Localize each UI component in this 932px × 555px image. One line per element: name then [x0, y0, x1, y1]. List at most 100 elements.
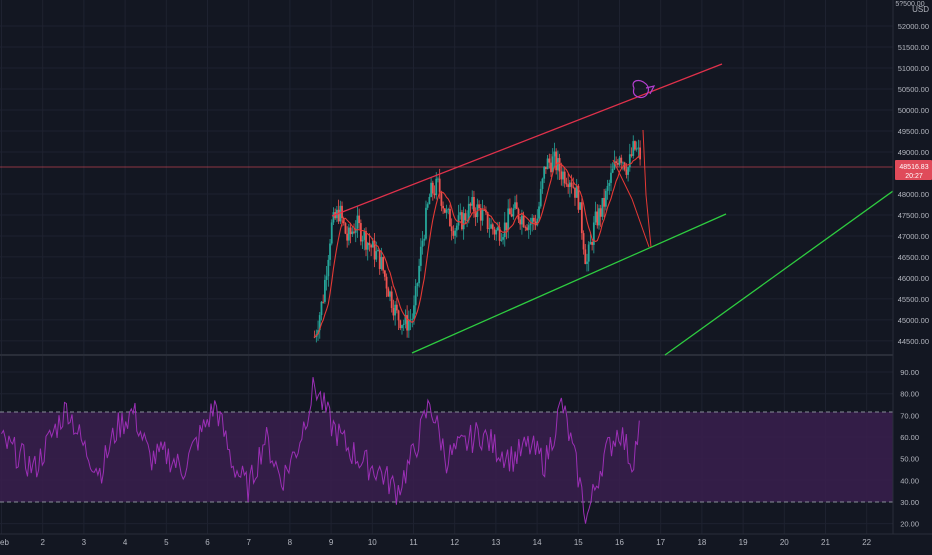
rsi-tick-label: 60.00: [900, 433, 919, 442]
candle-body: [543, 166, 546, 179]
candle-body: [323, 279, 326, 302]
candle-body: [522, 215, 525, 227]
price-panel[interactable]: [0, 63, 901, 356]
time-tick-label: 20: [780, 538, 789, 547]
time-tick-label: 3: [82, 538, 87, 547]
candle-body: [471, 197, 474, 206]
candle-body: [574, 187, 576, 198]
candle-body: [459, 212, 462, 216]
time-tick-label: 7: [246, 538, 251, 547]
candle-body: [478, 204, 480, 209]
candle-body: [637, 147, 640, 149]
candle-body: [527, 225, 530, 230]
candle-body: [433, 193, 436, 196]
candle-body: [419, 246, 422, 266]
rsi-axis-background: [893, 357, 932, 534]
time-tick-label: 21: [821, 538, 830, 547]
candle-body: [329, 243, 331, 260]
candle-body: [438, 178, 441, 193]
candle-body: [490, 224, 492, 229]
candle-body: [418, 265, 421, 284]
rsi-panel[interactable]: [0, 377, 893, 524]
annotation-circle-icon[interactable]: [632, 79, 656, 99]
candle-body: [567, 184, 570, 188]
candle-body: [452, 231, 455, 236]
upper-trendline[interactable]: [331, 63, 723, 217]
wedge-drawing-right[interactable]: [642, 129, 652, 248]
price-tick-label: 52000.00: [898, 22, 929, 31]
candle-body: [599, 208, 602, 217]
price-ticks: 52000.00 51500.00 51000.00 50500.00 50000.00…: [898, 22, 929, 346]
candle-body: [399, 320, 402, 329]
candle-body: [563, 171, 566, 184]
candle-body: [558, 158, 561, 172]
candle-body: [361, 239, 364, 242]
candle-body: [469, 203, 472, 206]
rsi-tick-label: 40.00: [900, 476, 919, 485]
candle-body: [370, 245, 373, 248]
candle-body: [509, 208, 511, 215]
price-tick-label: 50000.00: [898, 106, 929, 115]
rsi-axis[interactable]: 90.00 80.00 70.00 60.00 50.00 40.00 30.00 20.00: [893, 357, 932, 534]
candle-body: [625, 169, 628, 175]
candle-body: [623, 162, 626, 170]
candle-body: [395, 304, 398, 311]
candle-body: [383, 270, 386, 277]
candle-body: [572, 186, 575, 188]
price-tick-label: 50500.00: [898, 85, 929, 94]
support-trendline-2[interactable]: [664, 185, 901, 356]
time-tick-label: 17: [656, 538, 665, 547]
candle-body: [390, 291, 393, 308]
wedge-drawing-left[interactable]: [612, 159, 650, 248]
price-tick-label: 46500.00: [898, 253, 929, 262]
candle-body: [512, 208, 515, 217]
candle-body: [627, 167, 630, 175]
candle-body: [371, 240, 374, 248]
candle-body: [618, 157, 621, 165]
candle-body: [387, 288, 390, 297]
candle-body: [507, 208, 510, 231]
candle-body: [565, 183, 568, 185]
rsi-tick-label: 90.00: [900, 368, 919, 377]
candles: [313, 135, 641, 343]
time-tick-label: eb: [0, 538, 9, 547]
support-trendline[interactable]: [411, 213, 727, 354]
candle-body: [505, 222, 508, 231]
candle-body: [382, 257, 385, 271]
price-countdown: 20:27: [905, 173, 923, 180]
candle-body: [392, 307, 395, 316]
candle-body: [318, 315, 321, 331]
rsi-ticks: 90.00 80.00 70.00 60.00 50.00 40.00 30.00 20.00: [900, 368, 919, 529]
time-axis[interactable]: eb 2 3 4 5 6 7 8 9 10 11 12 13 14 15 16 17 18 19 20 21 22: [0, 533, 932, 550]
candle-body: [437, 178, 439, 180]
rsi-tick-label: 50.00: [900, 455, 919, 464]
candle-body: [378, 250, 381, 269]
candle-body: [389, 291, 391, 297]
candle-body: [488, 228, 491, 230]
candle-body: [354, 228, 357, 233]
price-tick-label: 48000.00: [898, 190, 929, 199]
candle-body: [428, 196, 431, 205]
candle-body: [363, 231, 366, 240]
candle-body: [580, 202, 583, 234]
candle-body: [608, 182, 611, 186]
candle-body: [493, 229, 496, 235]
time-tick-label: 9: [329, 538, 334, 547]
candle-body: [579, 202, 582, 210]
candle-body: [613, 161, 616, 169]
candle-body: [616, 162, 619, 165]
candle-body: [515, 202, 518, 210]
candle-body: [450, 226, 453, 232]
candle-body: [414, 286, 417, 306]
price-tick-label: 51500.00: [898, 43, 929, 52]
price-tick-label: 45000.00: [898, 316, 929, 325]
candle-body: [442, 205, 444, 209]
price-axis[interactable]: USD 5?500.00 52000.00 51500.00 51000.00 505…: [893, 0, 932, 355]
candle-body: [615, 161, 618, 163]
candle-body: [526, 227, 528, 230]
candle-body: [407, 320, 410, 331]
candle-body: [467, 203, 470, 221]
time-tick-label: 13: [491, 538, 500, 547]
